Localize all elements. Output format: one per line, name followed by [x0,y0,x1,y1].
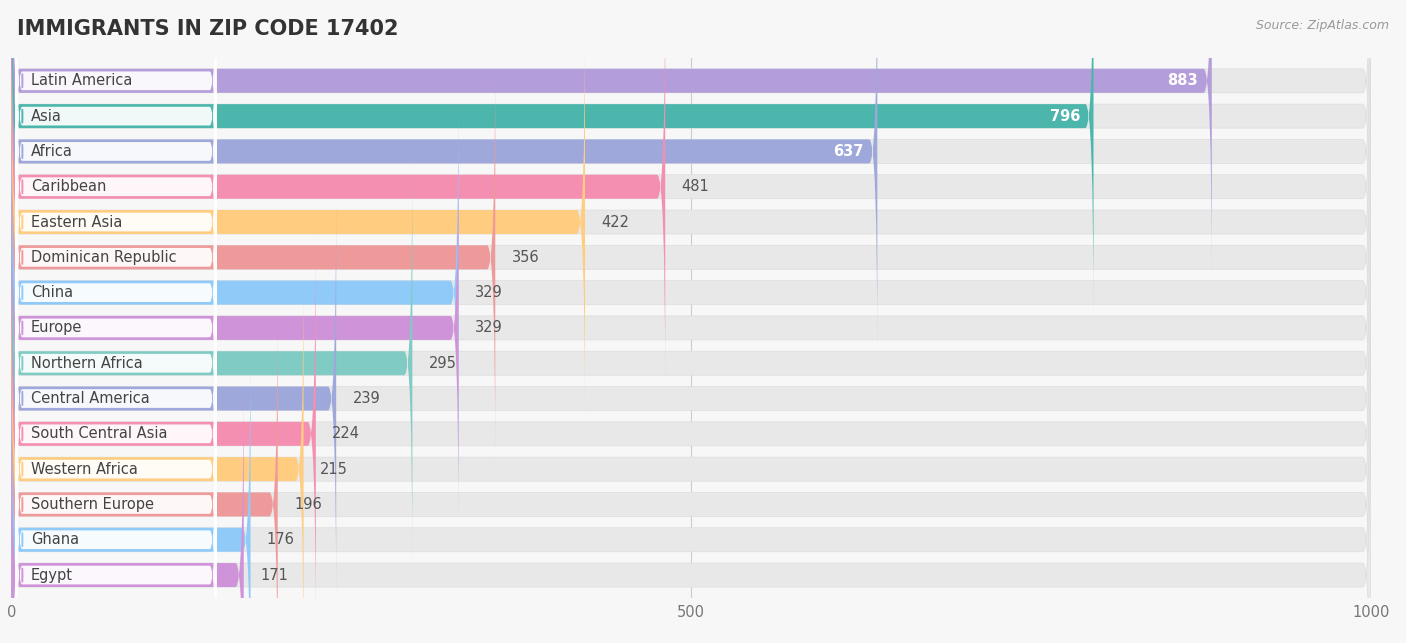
FancyBboxPatch shape [11,57,495,457]
FancyBboxPatch shape [15,19,217,354]
Text: 329: 329 [475,285,502,300]
FancyBboxPatch shape [11,23,1371,422]
FancyBboxPatch shape [15,267,217,601]
FancyBboxPatch shape [11,93,1371,493]
Text: Central America: Central America [31,391,149,406]
FancyBboxPatch shape [11,199,336,599]
FancyBboxPatch shape [11,128,458,528]
Text: 171: 171 [260,568,288,583]
FancyBboxPatch shape [15,161,217,495]
Text: 176: 176 [267,532,295,547]
FancyBboxPatch shape [11,93,458,493]
FancyBboxPatch shape [15,90,217,424]
FancyBboxPatch shape [11,269,1371,643]
FancyBboxPatch shape [11,340,250,643]
Text: 329: 329 [475,320,502,336]
FancyBboxPatch shape [15,0,217,318]
FancyBboxPatch shape [11,23,585,422]
Text: Ghana: Ghana [31,532,79,547]
Text: IMMIGRANTS IN ZIP CODE 17402: IMMIGRANTS IN ZIP CODE 17402 [17,19,398,39]
Text: Egypt: Egypt [31,568,73,583]
Text: 215: 215 [321,462,347,476]
Text: Source: ZipAtlas.com: Source: ZipAtlas.com [1256,19,1389,32]
Text: 637: 637 [834,144,863,159]
FancyBboxPatch shape [11,340,1371,643]
FancyBboxPatch shape [11,0,1371,351]
FancyBboxPatch shape [15,0,217,248]
FancyBboxPatch shape [15,0,217,284]
FancyBboxPatch shape [11,0,1094,316]
FancyBboxPatch shape [11,0,1371,280]
FancyBboxPatch shape [15,231,217,566]
FancyBboxPatch shape [11,199,1371,599]
FancyBboxPatch shape [11,376,1371,643]
FancyBboxPatch shape [11,376,243,643]
FancyBboxPatch shape [15,408,217,643]
FancyBboxPatch shape [11,234,1371,633]
FancyBboxPatch shape [11,163,412,563]
FancyBboxPatch shape [15,372,217,643]
Text: 422: 422 [602,215,630,230]
Text: South Central Asia: South Central Asia [31,426,167,441]
Text: 796: 796 [1049,109,1080,123]
FancyBboxPatch shape [11,305,1371,643]
Text: 883: 883 [1167,73,1198,88]
FancyBboxPatch shape [11,305,278,643]
FancyBboxPatch shape [11,0,665,386]
Text: 481: 481 [682,179,709,194]
FancyBboxPatch shape [11,234,316,633]
Text: Western Africa: Western Africa [31,462,138,476]
FancyBboxPatch shape [11,269,304,643]
Text: Asia: Asia [31,109,62,123]
FancyBboxPatch shape [11,0,1371,386]
FancyBboxPatch shape [15,338,217,643]
FancyBboxPatch shape [15,302,217,637]
Text: 224: 224 [332,426,360,441]
FancyBboxPatch shape [15,125,217,460]
FancyBboxPatch shape [11,0,1212,280]
FancyBboxPatch shape [15,55,217,389]
Text: 356: 356 [512,250,540,265]
FancyBboxPatch shape [15,196,217,530]
FancyBboxPatch shape [11,0,1371,316]
Text: Eastern Asia: Eastern Asia [31,215,122,230]
FancyBboxPatch shape [11,163,1371,563]
Text: China: China [31,285,73,300]
FancyBboxPatch shape [11,57,1371,457]
Text: Southern Europe: Southern Europe [31,497,153,512]
Text: 295: 295 [429,356,457,371]
Text: Europe: Europe [31,320,82,336]
Text: Caribbean: Caribbean [31,179,107,194]
Text: 239: 239 [353,391,380,406]
Text: 196: 196 [294,497,322,512]
Text: Northern Africa: Northern Africa [31,356,142,371]
FancyBboxPatch shape [11,128,1371,528]
Text: Dominican Republic: Dominican Republic [31,250,177,265]
Text: Latin America: Latin America [31,73,132,88]
Text: Africa: Africa [31,144,73,159]
FancyBboxPatch shape [11,0,877,351]
